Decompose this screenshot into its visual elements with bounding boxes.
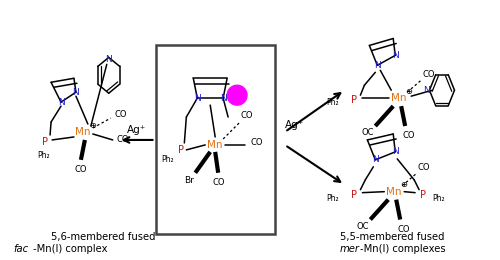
Text: P: P bbox=[420, 190, 426, 200]
Text: Ag⁺: Ag⁺ bbox=[127, 125, 146, 135]
Text: N: N bbox=[194, 94, 200, 103]
Text: P: P bbox=[178, 145, 184, 155]
Text: -Mn(I) complex: -Mn(I) complex bbox=[33, 244, 108, 254]
Text: Mn: Mn bbox=[386, 187, 402, 197]
Text: Ph₂: Ph₂ bbox=[37, 151, 50, 160]
Text: N: N bbox=[423, 86, 430, 95]
Text: Ph₂: Ph₂ bbox=[432, 194, 446, 203]
Text: Ag⁺: Ag⁺ bbox=[285, 120, 304, 130]
Circle shape bbox=[227, 85, 247, 105]
Text: N: N bbox=[392, 51, 398, 60]
Text: Br: Br bbox=[184, 176, 194, 185]
Text: -Mn(I) complexes: -Mn(I) complexes bbox=[360, 244, 446, 254]
Text: Mn: Mn bbox=[392, 93, 407, 103]
Text: CO: CO bbox=[241, 110, 254, 120]
Text: mer: mer bbox=[340, 244, 359, 254]
Text: Mn: Mn bbox=[75, 127, 90, 137]
Text: N: N bbox=[392, 147, 398, 156]
Text: N: N bbox=[372, 155, 378, 164]
Text: CO: CO bbox=[116, 135, 129, 145]
Text: CO: CO bbox=[213, 178, 226, 187]
Text: CO: CO bbox=[423, 70, 436, 79]
Text: N: N bbox=[220, 94, 226, 103]
Text: CO: CO bbox=[418, 163, 430, 172]
Text: CO: CO bbox=[250, 138, 263, 147]
Text: CO: CO bbox=[403, 132, 415, 140]
Text: CO: CO bbox=[398, 225, 410, 234]
Text: N: N bbox=[72, 88, 80, 97]
Text: Ph₂: Ph₂ bbox=[161, 155, 174, 164]
Text: ⊕: ⊕ bbox=[400, 180, 407, 189]
Text: P: P bbox=[352, 95, 358, 105]
Text: 5,6-membered fused: 5,6-membered fused bbox=[51, 232, 156, 242]
Text: CO: CO bbox=[114, 109, 127, 119]
Text: 5,5-membered fused: 5,5-membered fused bbox=[340, 232, 444, 242]
Text: OC: OC bbox=[356, 222, 368, 231]
Text: N: N bbox=[58, 98, 64, 107]
Text: Mn: Mn bbox=[208, 140, 223, 150]
Text: P: P bbox=[42, 137, 48, 147]
Bar bbox=[156, 46, 275, 235]
Text: ⊕: ⊕ bbox=[406, 87, 412, 96]
Text: OC: OC bbox=[361, 128, 374, 138]
Text: N: N bbox=[374, 61, 380, 70]
Text: P: P bbox=[352, 190, 358, 200]
Text: Ph₂: Ph₂ bbox=[326, 98, 339, 107]
Text: Ph₂: Ph₂ bbox=[326, 194, 339, 203]
Text: N: N bbox=[106, 55, 112, 64]
Text: fac: fac bbox=[14, 244, 28, 254]
Text: CO: CO bbox=[74, 165, 87, 174]
Text: ⊕: ⊕ bbox=[90, 121, 96, 129]
